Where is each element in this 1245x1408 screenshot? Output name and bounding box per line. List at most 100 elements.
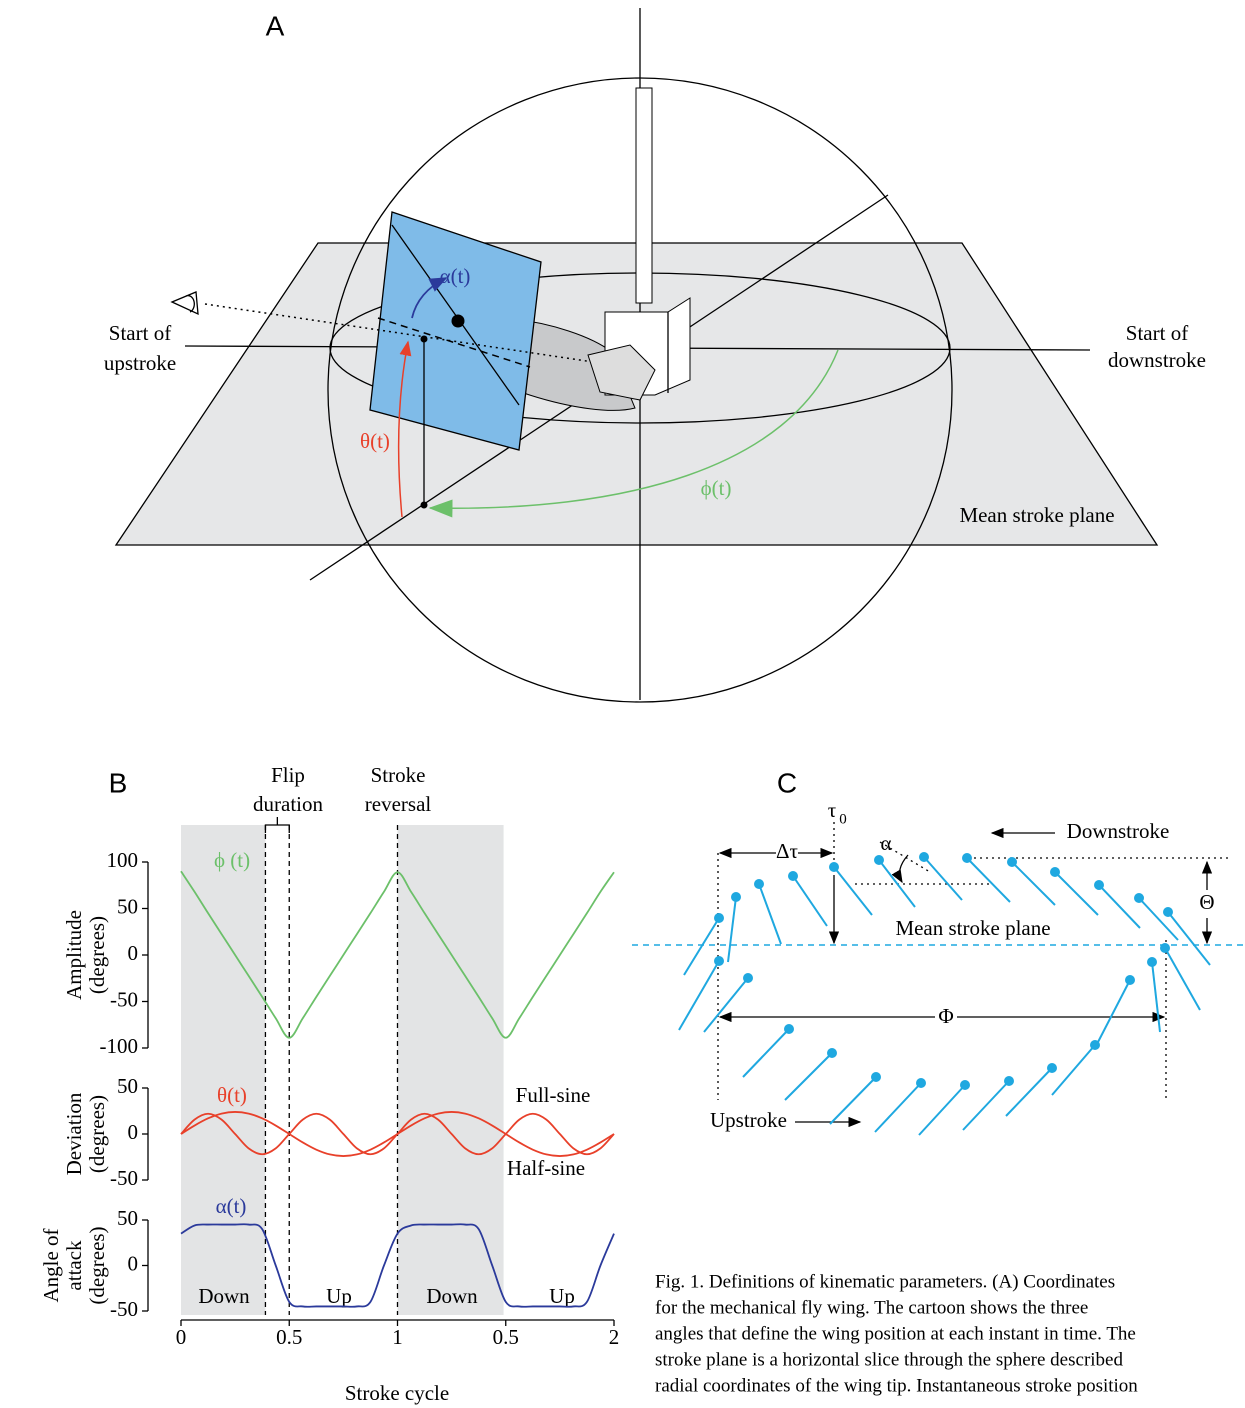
y-tick-label: 50 [117,1074,138,1098]
line-series [180,1111,615,1157]
wing-chord [918,1084,966,1136]
wing-chord [1054,871,1099,916]
region-label: Up [326,1284,352,1308]
angle-label: θ(t) [360,429,390,453]
y-tick-label: 50 [117,894,138,918]
wing-edge [1007,857,1017,867]
y-tick-label: -50 [110,987,138,1011]
wing-chord [962,1080,1010,1131]
line-series [180,870,615,1039]
panel-c-drawing [632,822,1245,1136]
wing-chord [703,977,749,1033]
y-axis-label: Amplitude [62,910,86,1000]
annotation: τ [828,798,836,822]
annotation-subscript: 0 [839,811,847,827]
panel-a-drawing [114,8,1159,703]
panel-label: B [109,767,128,798]
shaded-region [181,825,266,1315]
annotation: Δτ [776,839,798,863]
y-tick-label: 100 [107,848,139,872]
wing-edge [1160,943,1170,953]
y-tick-label: 0 [128,1251,139,1275]
annotation: reversal [365,792,432,816]
annotation: upstroke [104,351,176,375]
caption-line: for the mechanical fly wing. The cartoon… [655,1297,1088,1318]
wing-edge [1004,1076,1014,1086]
y-axis-label: Deviation [62,1092,86,1175]
wing-chord [833,866,873,916]
wing-chord [829,1076,877,1125]
line-series [180,1223,615,1308]
annotation: Upstroke [710,1108,787,1132]
panel-label: A [266,10,285,41]
wing-chord [923,856,963,901]
y-tick-label: -50 [110,1166,138,1190]
annotation: Θ [1199,890,1214,914]
wing-chord [1167,911,1211,966]
wing-chord [1151,961,1161,1033]
x-tick-label: 1 [392,1325,403,1349]
shaded-region [397,825,504,1315]
region-label: Up [549,1284,575,1308]
wing-chord [727,896,737,963]
x-tick-label: 0.5 [276,1325,302,1349]
annotation: Start of [109,321,171,345]
annotation: duration [253,792,323,816]
y-tick-label: -50 [110,1297,138,1321]
wing-chord [742,1028,790,1078]
y-axis-label: attack [62,1240,86,1291]
wing-chord [1011,861,1056,906]
annotation: downstroke [1108,348,1206,372]
caption-line: Fig. 1. Definitions of kinematic paramet… [655,1271,1115,1292]
y-axis-label: (degrees) [85,1226,109,1304]
wing-chord [758,883,782,945]
wing-edge [960,1080,970,1090]
x-axis-label: Stroke cycle [345,1381,449,1405]
wing-edge [962,853,972,863]
wing-chord [966,857,1011,903]
region-label: Down [198,1284,250,1308]
y-tick-label: 0 [128,941,139,965]
annotation: α [880,831,891,855]
y-tick-label: -100 [100,1034,139,1058]
wing-edge [1125,975,1135,985]
annotation: Flip [271,763,305,787]
wing-chord [1005,1067,1053,1117]
x-tick-label: 0.5 [493,1325,519,1349]
annotation: Φ [938,1004,953,1028]
series-label: Half-sine [507,1156,585,1180]
flip-bracket [264,817,290,833]
wing-edge [874,855,884,865]
wing-edge [1094,880,1104,890]
curve-label: α(t) [216,1194,247,1218]
wing-edge [916,1078,926,1088]
caption-line: angles that define the wing position at … [655,1323,1136,1344]
annotation: Mean stroke plane [959,503,1114,527]
wing-edge [1050,867,1060,877]
wing-chord [1096,979,1131,1045]
y-tick-label: 50 [117,1206,138,1230]
wing-edge [754,879,764,889]
wing-chord [1138,897,1179,941]
y-tick-label: 0 [128,1120,139,1144]
wing-edge [731,892,741,902]
caption-line: radial coordinates of the wing tip. Inst… [655,1375,1138,1396]
wing-edge [784,1024,794,1034]
caption-line: stroke plane is a horizontal slice throu… [655,1349,1123,1370]
x-tick-label: 2 [609,1325,620,1349]
caption: Fig. 1. Definitions of kinematic paramet… [655,1271,1138,1396]
wing-edge [1163,907,1173,917]
panel-label: C [777,767,797,798]
wing-chord [874,1082,922,1133]
annotation: Stroke [371,763,426,787]
angle-label: α(t) [440,264,471,288]
wing-chord [784,1052,833,1101]
wing-chord [1164,947,1201,1011]
y-axis-label: Angle of [39,1228,63,1302]
wing-edge [919,852,929,862]
region-label: Down [426,1284,478,1308]
wing-edge [1134,893,1144,903]
y-axis-label: (degrees) [85,916,109,994]
